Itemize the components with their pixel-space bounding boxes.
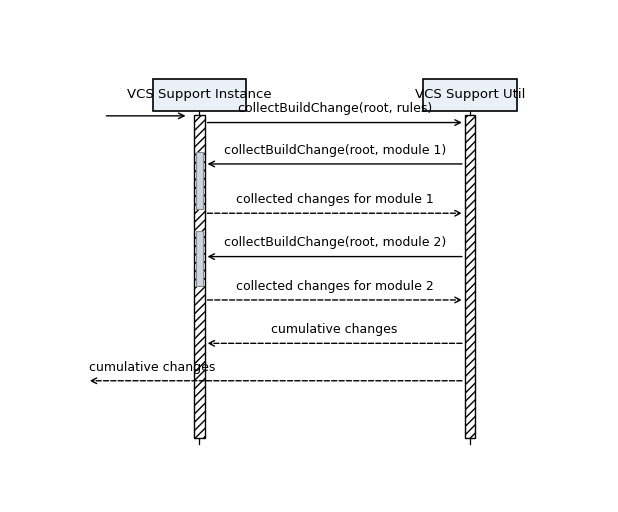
Text: VCS Support Util: VCS Support Util bbox=[415, 89, 525, 101]
Bar bbox=[194, 115, 205, 438]
Bar bbox=[196, 152, 203, 209]
Text: collectBuildChange(root, module 1): collectBuildChange(root, module 1) bbox=[224, 144, 446, 157]
Text: collectBuildChange(root, module 2): collectBuildChange(root, module 2) bbox=[224, 237, 446, 249]
Text: cumulative changes: cumulative changes bbox=[271, 323, 398, 336]
Bar bbox=[423, 79, 517, 111]
Text: collectBuildChange(root, rules): collectBuildChange(root, rules) bbox=[237, 102, 432, 115]
Text: collected changes for module 2: collected changes for module 2 bbox=[236, 280, 434, 293]
Bar bbox=[153, 79, 246, 111]
Bar bbox=[196, 231, 203, 286]
Text: VCS Support Instance: VCS Support Instance bbox=[127, 89, 272, 101]
Text: collected changes for module 1: collected changes for module 1 bbox=[236, 193, 434, 206]
Bar bbox=[465, 115, 475, 438]
Text: cumulative changes: cumulative changes bbox=[89, 360, 216, 374]
